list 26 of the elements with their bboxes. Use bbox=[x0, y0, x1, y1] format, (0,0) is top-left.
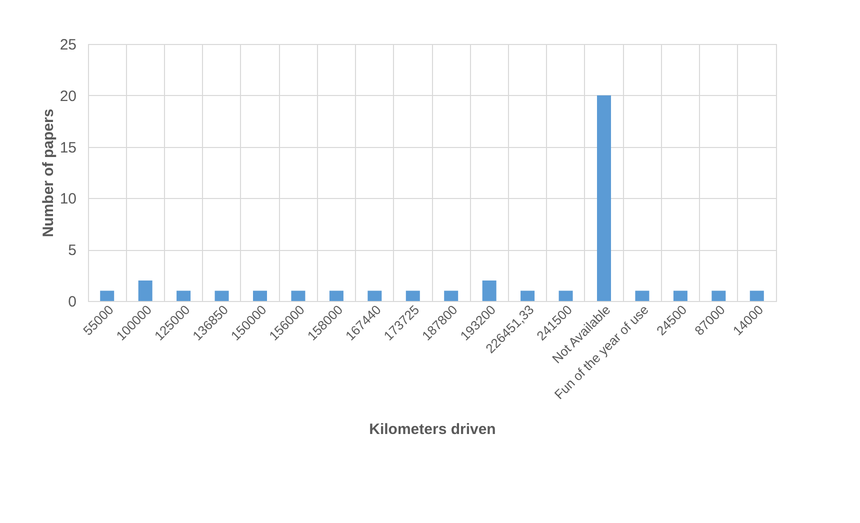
bar bbox=[750, 290, 764, 301]
y-tick-label: 20 bbox=[60, 88, 76, 105]
bar bbox=[329, 290, 344, 301]
bar bbox=[444, 290, 458, 301]
bar bbox=[597, 95, 611, 301]
y-tick-label: 15 bbox=[60, 139, 76, 156]
bar bbox=[253, 290, 267, 301]
bar bbox=[406, 290, 420, 301]
y-tick-label: 0 bbox=[68, 294, 76, 310]
bar bbox=[291, 290, 306, 301]
bar bbox=[520, 290, 535, 301]
bar bbox=[368, 290, 382, 301]
x-axis-title: Kilometers driven bbox=[369, 421, 496, 438]
bar bbox=[635, 290, 650, 301]
bar bbox=[482, 280, 496, 301]
bar bbox=[100, 290, 114, 301]
bar bbox=[176, 290, 191, 301]
y-tick-label: 25 bbox=[60, 36, 76, 54]
y-tick-label: 5 bbox=[68, 242, 76, 260]
y-tick-label: 10 bbox=[60, 190, 76, 208]
bar bbox=[673, 290, 688, 301]
bar bbox=[558, 290, 573, 301]
bar bbox=[214, 290, 229, 301]
bar bbox=[712, 290, 726, 301]
y-axis-title: Number of papers bbox=[40, 108, 57, 238]
bar bbox=[138, 280, 152, 301]
